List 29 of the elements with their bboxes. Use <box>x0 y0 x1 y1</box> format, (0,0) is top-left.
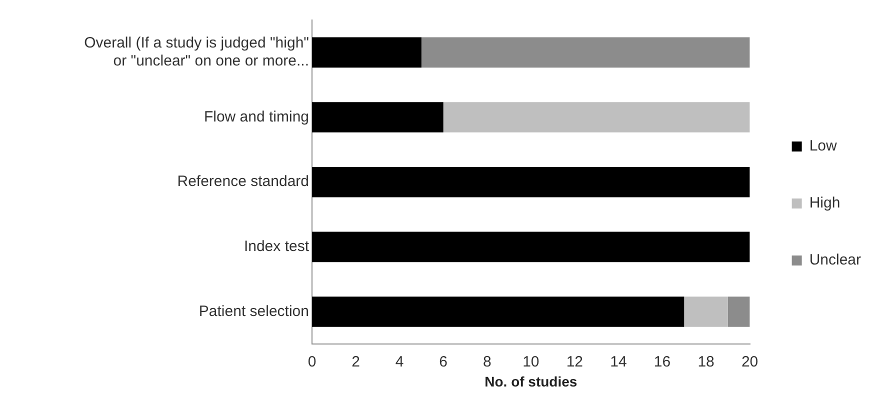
bar <box>443 102 750 132</box>
bar <box>312 296 684 327</box>
legend-label: Low <box>809 138 837 155</box>
bar <box>312 37 422 68</box>
x-tick-label: 16 <box>654 353 671 370</box>
y-tick-label: Patient selection <box>198 302 309 320</box>
y-tick-label: Overall (If a study is judged "high" or "unclear" on one or more... <box>84 34 309 70</box>
y-tick-label: Flow and timing <box>204 108 309 126</box>
bar <box>312 166 750 198</box>
x-tick-label: 0 <box>308 353 316 370</box>
x-tick-label: 6 <box>439 353 448 370</box>
x-tick-label: 20 <box>741 353 758 370</box>
y-tick-label: Index test <box>244 238 310 256</box>
y-tick-label: Reference standard <box>177 173 309 190</box>
x-tick-label: 2 <box>352 353 360 370</box>
x-tick-label: 10 <box>522 353 540 370</box>
bar <box>728 296 750 327</box>
bar <box>312 232 750 262</box>
bar <box>312 102 444 132</box>
x-tick-label: 8 <box>482 353 492 370</box>
x-tick-label: 18 <box>698 353 714 370</box>
x-axis-title: No. of studies <box>484 373 578 390</box>
legend-label: High <box>809 194 840 212</box>
bar <box>421 37 750 68</box>
x-tick-label: 12 <box>566 353 584 370</box>
legend-label: Unclear <box>809 252 862 269</box>
x-tick-label: 14 <box>610 353 627 370</box>
bar <box>684 296 728 327</box>
x-tick-label: 4 <box>395 353 404 370</box>
